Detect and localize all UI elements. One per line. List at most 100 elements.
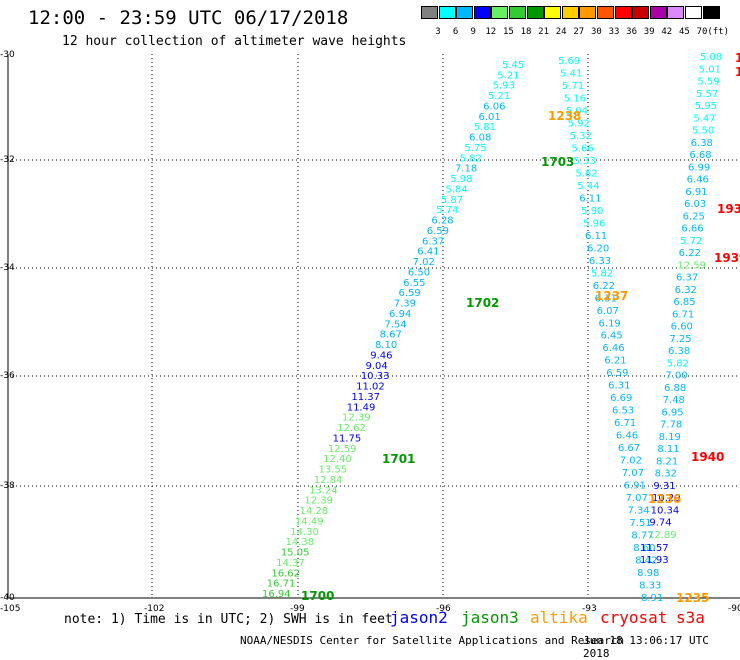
- swh-value: 6.28: [431, 216, 453, 227]
- swh-value: 9.46: [370, 350, 392, 361]
- swh-value: 8.19: [659, 432, 681, 443]
- swh-value: 8.32: [655, 469, 677, 480]
- longitude-label: -99: [290, 604, 305, 614]
- swh-value: 8.21: [656, 456, 678, 467]
- color-scale-swatch: [685, 6, 702, 19]
- swh-value: 11.57: [640, 543, 669, 554]
- swh-value: 6.68: [689, 150, 711, 161]
- swh-value: 6.50: [408, 267, 430, 278]
- swh-value: 7.07: [622, 468, 644, 479]
- swh-value: 6.11: [585, 231, 607, 242]
- swh-value: 5.62: [575, 168, 597, 179]
- swh-value: 12.39: [342, 413, 371, 424]
- swh-value: 6.46: [616, 431, 638, 442]
- legend-jason2: jason2: [390, 608, 448, 627]
- swh-value: 5.93: [493, 81, 515, 92]
- swh-value: 5.98: [450, 174, 472, 185]
- swh-value: 10.33: [361, 371, 390, 382]
- color-scale-swatch: [438, 6, 456, 19]
- swh-value: 8.91: [641, 593, 663, 604]
- credit-line: NOAA/NESDIS Center for Satellite Applica…: [240, 634, 625, 647]
- swh-value: 6.55: [403, 278, 425, 289]
- swh-value: 15.05: [281, 548, 310, 559]
- color-scale-swatch: [491, 6, 509, 19]
- swh-value: 6.19: [599, 318, 621, 329]
- pass-time-label: 1237: [595, 289, 628, 303]
- swh-value: 5.82: [591, 268, 613, 279]
- swh-value: 14.38: [286, 537, 315, 548]
- swh-value: 12.84: [314, 475, 343, 486]
- swh-value: 6.32: [675, 285, 697, 296]
- color-scale-swatch: [544, 6, 562, 19]
- swh-value: 6.59: [427, 226, 449, 237]
- swh-value: 10.29: [652, 493, 681, 504]
- color-scale-swatch: [509, 6, 526, 19]
- swh-value: 6.37: [676, 273, 698, 284]
- longitude-label: -90: [728, 604, 740, 614]
- swh-value: 5.21: [497, 70, 519, 81]
- swh-value: 5.87: [441, 195, 463, 206]
- swh-value: 6.60: [671, 322, 693, 333]
- color-scale-label: 9: [470, 27, 476, 37]
- swh-value: 6.22: [593, 281, 615, 292]
- swh-value: 6.11: [579, 193, 601, 204]
- color-scale-swatch: [632, 6, 650, 19]
- color-scale-swatch: [526, 6, 544, 19]
- swh-value: 5.69: [558, 56, 580, 67]
- swh-value: 7.78: [660, 420, 682, 431]
- swh-value: 13.55: [318, 465, 347, 476]
- swh-value: 11.49: [347, 402, 376, 413]
- satellite-tracks: 16.9416.7116.6214.3715.0514.3814.3014.49…: [262, 51, 740, 605]
- swh-value: 5.90: [581, 206, 603, 217]
- color-scale-swatch: [421, 6, 438, 19]
- swh-value: 6.91: [685, 187, 707, 198]
- swh-value: 10.34: [651, 505, 680, 516]
- color-scale-label: 24: [555, 27, 567, 37]
- swh-value: 6.46: [602, 343, 624, 354]
- latitude-label: -34: [0, 263, 15, 273]
- swh-value: 6.20: [587, 243, 609, 254]
- color-scale-label: 12: [485, 27, 497, 37]
- longitude-labels: -105 -102 -99 -96 -93 -90: [0, 604, 740, 614]
- color-scale-swatch: [456, 6, 474, 19]
- map-frame: [7, 54, 740, 599]
- pass-time-label: 1235: [676, 591, 709, 605]
- swh-value: 6.03: [684, 199, 706, 210]
- swh-value: 6.69: [610, 393, 632, 404]
- swh-value: 9.74: [649, 518, 671, 529]
- swh-value: 14.49: [295, 516, 324, 527]
- swh-value: 7.25: [669, 334, 691, 345]
- swh-value: 5.32: [570, 131, 592, 142]
- latitude-label: -38: [0, 481, 15, 491]
- swh-value: 5.72: [680, 236, 702, 247]
- swh-value: 6.85: [673, 297, 695, 308]
- latitude-label: -32: [0, 155, 15, 165]
- swh-value: 6.71: [672, 309, 694, 320]
- pass-time-label: 1238: [548, 109, 581, 123]
- color-scale-swatch: [561, 6, 579, 19]
- swh-value: 8.10: [375, 340, 397, 351]
- swh-value: 6.37: [422, 236, 444, 247]
- graticule: [8, 54, 740, 598]
- swh-value: 8.60: [633, 543, 655, 554]
- swh-value: 14.37: [276, 558, 305, 569]
- swh-value: 8.77: [631, 531, 653, 542]
- swh-value: 7.39: [394, 299, 416, 310]
- legend-s3a: s3a: [676, 608, 705, 627]
- swh-value: 6.33: [589, 256, 611, 267]
- swh-value: 9.31: [653, 481, 675, 492]
- swh-value: 6.21: [604, 356, 626, 367]
- swh-value: 5.82: [460, 153, 482, 164]
- swh-value: 12.62: [337, 423, 366, 434]
- swh-value: 6.45: [600, 331, 622, 342]
- swh-value: 5.57: [696, 89, 718, 100]
- map-subtitle: 12 hour collection of altimeter wave hei…: [62, 34, 407, 49]
- swh-value: 16.94: [262, 589, 291, 600]
- pass-time-label: 1236: [648, 492, 681, 506]
- swh-value: 14.30: [290, 527, 319, 538]
- swh-value: 7.02: [413, 257, 435, 268]
- swh-value: 5.16: [564, 93, 586, 104]
- swh-value: 5.08: [700, 52, 722, 63]
- legend-jason3: jason3: [461, 608, 519, 627]
- generated-timestamp: Jun 18 13:06:17 UTC 2018: [583, 634, 709, 660]
